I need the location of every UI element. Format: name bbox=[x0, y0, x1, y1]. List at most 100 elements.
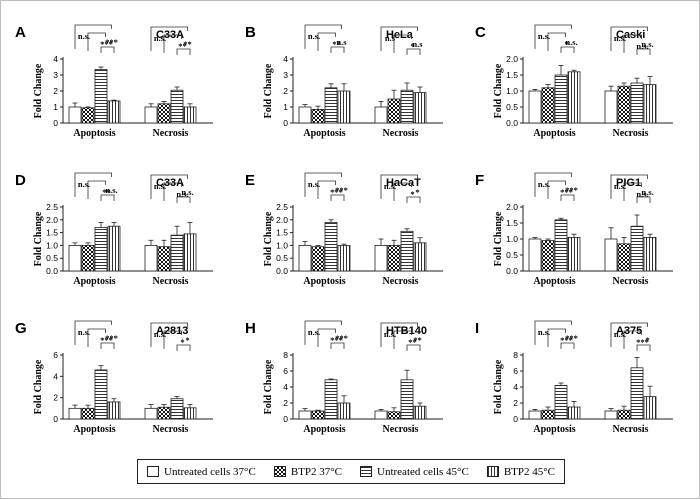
y-tick-label: 1.0 bbox=[276, 240, 288, 250]
y-axis-label: Fold Change bbox=[493, 63, 504, 118]
significance-bracket bbox=[406, 48, 421, 55]
significance-label: * bbox=[180, 337, 184, 347]
significance-bracket bbox=[163, 34, 182, 53]
significance-bracket bbox=[610, 322, 648, 347]
legend-item: Untreated cells 45°C bbox=[360, 466, 469, 478]
bar bbox=[170, 234, 184, 272]
significance-label: n.s. bbox=[538, 31, 550, 41]
bar bbox=[604, 410, 618, 420]
bar bbox=[374, 410, 388, 420]
bar bbox=[107, 100, 121, 124]
bar bbox=[554, 384, 568, 420]
x-category-label: Necrosis bbox=[153, 276, 189, 287]
significance-label: * bbox=[645, 335, 649, 345]
significance-bracket bbox=[317, 328, 336, 347]
bar bbox=[413, 405, 427, 420]
significance-label: n.s. bbox=[538, 179, 550, 189]
significance-bracket bbox=[176, 48, 191, 55]
significance-bracket bbox=[317, 32, 336, 51]
bar bbox=[541, 87, 555, 124]
significance-label: n.s. bbox=[176, 189, 188, 199]
legend-label: Untreated cells 37°C bbox=[164, 465, 256, 478]
y-axis-label: Fold Change bbox=[263, 63, 274, 118]
bar bbox=[604, 90, 618, 124]
panel-letter: G bbox=[15, 320, 27, 337]
bar bbox=[567, 236, 581, 272]
bar bbox=[617, 85, 631, 124]
legend-item: BTP2 45°C bbox=[486, 466, 555, 478]
legend-label: Untreated cells 45°C bbox=[377, 465, 469, 478]
y-tick-label: 4 bbox=[53, 371, 58, 381]
y-tick-label: 4 bbox=[283, 382, 288, 392]
significance-bracket bbox=[176, 344, 191, 351]
bar bbox=[400, 230, 414, 272]
significance-label: n.s. bbox=[308, 179, 320, 189]
y-tick-label: 6 bbox=[283, 366, 288, 376]
significance-bracket bbox=[163, 182, 182, 201]
significance-label: * bbox=[410, 189, 414, 199]
panel-letter: D bbox=[15, 172, 26, 189]
bar bbox=[413, 242, 427, 272]
y-tick-label: 0 bbox=[53, 118, 58, 128]
significance-bracket bbox=[330, 46, 345, 53]
bar bbox=[311, 246, 325, 272]
y-tick-label: 0 bbox=[283, 118, 288, 128]
y-tick-label: 2 bbox=[53, 393, 58, 403]
legend: Untreated cells 37°C BTP2 37°C Untreated… bbox=[137, 459, 565, 484]
significance-bracket bbox=[380, 174, 418, 199]
bar bbox=[643, 236, 657, 272]
bar bbox=[528, 238, 542, 272]
bar bbox=[144, 407, 158, 420]
bar bbox=[68, 106, 82, 124]
significance-bracket bbox=[74, 172, 112, 197]
panel-letter: C bbox=[475, 24, 486, 41]
significance-label: ** bbox=[183, 39, 192, 49]
legend-swatch-white bbox=[147, 466, 160, 477]
significance-label: n.s. bbox=[614, 329, 626, 339]
significance-label: *** bbox=[100, 335, 113, 345]
y-tick-label: 2.5 bbox=[276, 202, 288, 212]
x-category-label: Apoptosis bbox=[73, 276, 115, 287]
significance-label: n.s. bbox=[636, 189, 648, 199]
bar bbox=[617, 409, 631, 420]
y-tick-label: 4 bbox=[513, 382, 518, 392]
bar bbox=[554, 74, 568, 124]
significance-label: n.s bbox=[412, 39, 423, 49]
legend-label: BTP2 37°C bbox=[290, 465, 342, 478]
significance-label: *** bbox=[100, 39, 113, 49]
bar bbox=[94, 369, 108, 420]
significance-bracket bbox=[100, 46, 115, 53]
y-tick-label: 2 bbox=[53, 86, 58, 96]
x-category-label: Necrosis bbox=[613, 424, 649, 435]
significance-label: n.s. bbox=[636, 41, 648, 51]
significance-label: *** bbox=[330, 335, 343, 345]
legend-item: BTP2 37°C bbox=[273, 465, 342, 478]
bar bbox=[81, 107, 95, 124]
significance-label: n.s. bbox=[384, 181, 396, 191]
significance-bracket bbox=[304, 172, 342, 197]
x-category-label: Apoptosis bbox=[533, 424, 575, 435]
legend-swatch-hlines bbox=[360, 466, 373, 477]
significance-bracket bbox=[74, 24, 112, 49]
x-category-label: Apoptosis bbox=[533, 276, 575, 287]
y-tick-label: 1.5 bbox=[46, 228, 58, 238]
significance-bracket bbox=[623, 182, 642, 201]
bar bbox=[541, 409, 555, 420]
significance-bracket bbox=[560, 342, 575, 349]
y-tick-label: 0.0 bbox=[46, 266, 58, 276]
bar bbox=[157, 103, 171, 124]
y-tick-label: 2.0 bbox=[46, 215, 58, 225]
significance-bracket bbox=[406, 344, 421, 351]
significance-bracket bbox=[610, 26, 648, 51]
significance-bracket bbox=[610, 174, 648, 199]
bar bbox=[298, 244, 312, 272]
y-tick-label: 2.0 bbox=[506, 202, 518, 212]
significance-label: *** bbox=[105, 333, 118, 343]
significance-label: * bbox=[415, 187, 419, 197]
significance-label: n.s. bbox=[154, 181, 166, 191]
bar bbox=[374, 106, 388, 124]
x-category-label: Apoptosis bbox=[533, 128, 575, 139]
